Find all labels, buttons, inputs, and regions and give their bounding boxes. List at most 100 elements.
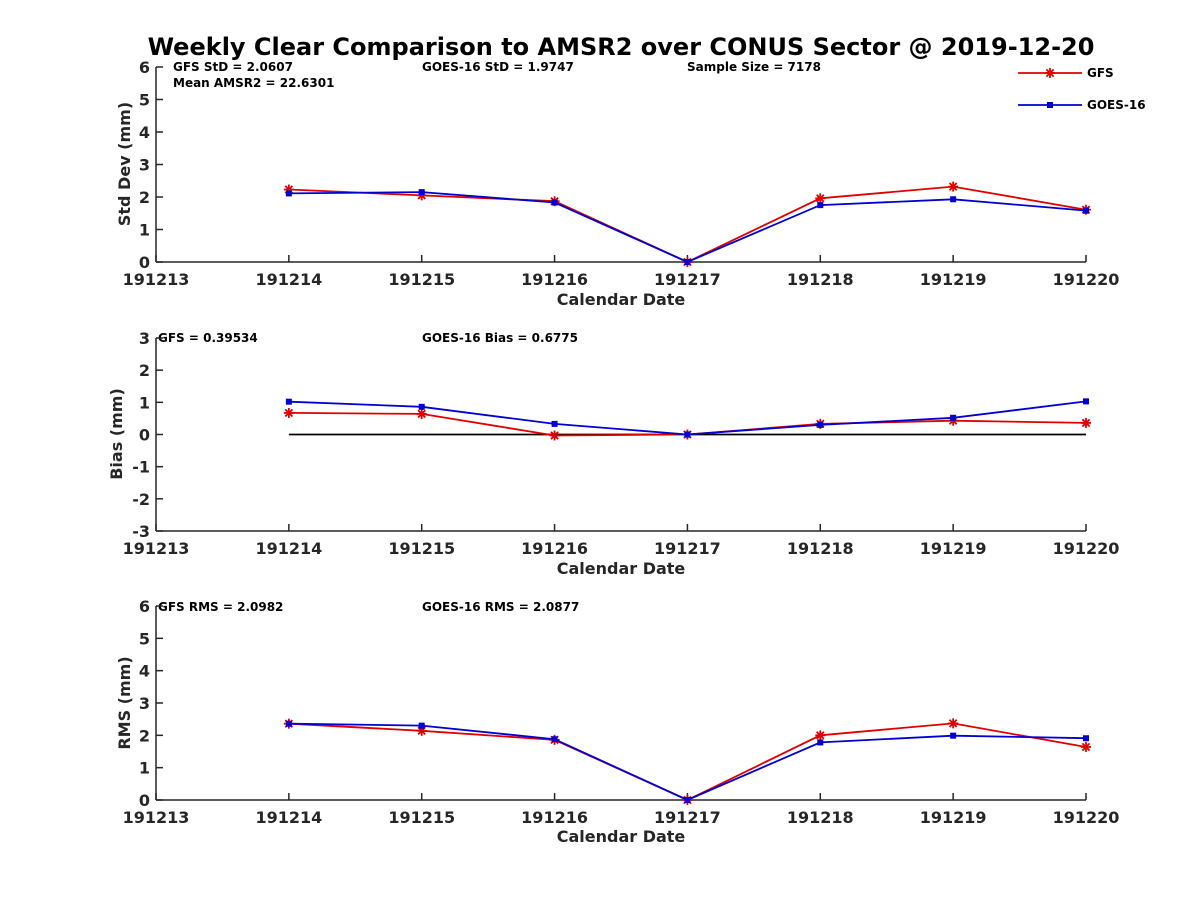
- x-tick-label: 191216: [521, 808, 588, 827]
- goes16-data-point: [950, 732, 957, 739]
- goes16-data-point: [418, 403, 425, 410]
- gfs-data-point: [1081, 741, 1091, 752]
- x-tick-label: 191213: [123, 808, 190, 827]
- y-tick-label: 3: [139, 694, 150, 713]
- gfs-rms-annotation: GFS RMS = 2.0982: [158, 600, 283, 614]
- x-tick-label: 191215: [388, 539, 455, 558]
- x-tick-label: 191214: [255, 808, 322, 827]
- goes16-data-point: [684, 797, 691, 803]
- y-axis-label: Bias (mm): [107, 388, 126, 480]
- gfs-data-point: [416, 408, 427, 419]
- x-axis-label: Calendar Date: [557, 290, 686, 309]
- x-tick-label: 191214: [255, 539, 322, 558]
- goes16-rms-annotation: GOES-16 RMS = 2.0877: [422, 600, 579, 614]
- goes16-bias-annotation: GOES-16 Bias = 0.6775: [422, 331, 578, 345]
- x-tick-label: 191213: [123, 539, 190, 558]
- y-tick-label: 2: [139, 188, 150, 207]
- goes16-data-point: [285, 720, 292, 727]
- x-tick-label: 191217: [654, 270, 721, 289]
- y-tick-label: 2: [139, 361, 150, 380]
- x-tick-label: 191219: [920, 539, 987, 558]
- x-tick-label: 191214: [255, 270, 322, 289]
- goes16-data-point: [950, 196, 957, 203]
- goes16-data-point: [684, 259, 691, 265]
- y-tick-label: 3: [139, 329, 150, 348]
- legend: GFS GOES-16: [1018, 66, 1146, 112]
- x-tick-label: 191215: [388, 808, 455, 827]
- gfs-bias-annotation: GFS = 0.39534: [158, 331, 258, 345]
- goes16-data-point: [950, 414, 957, 421]
- gfs-series-line: [288, 722, 1087, 801]
- legend-gfs-marker: [1045, 68, 1055, 78]
- y-tick-label: 0: [139, 426, 150, 445]
- goes16-data-point: [817, 421, 824, 428]
- y-tick-label: -3: [132, 522, 150, 541]
- x-tick-label: 191220: [1053, 270, 1120, 289]
- y-tick-label: 0: [139, 791, 150, 810]
- gfs-data-point: [283, 407, 294, 418]
- legend-gfs-asterisk: [1045, 68, 1055, 78]
- gfs-data-point: [948, 718, 959, 729]
- y-tick-label: 1: [139, 759, 150, 778]
- x-tick-label: 191218: [787, 539, 854, 558]
- legend-goes16-marker: [1047, 102, 1053, 108]
- goes16-data-point: [551, 736, 558, 743]
- y-axis-label: Std Dev (mm): [115, 102, 134, 226]
- x-axis-label: Calendar Date: [557, 559, 686, 578]
- mean-amsr2-annotation: Mean AMSR2 = 22.6301: [173, 76, 334, 90]
- goes16-data-point: [551, 420, 558, 427]
- x-axis-label: Calendar Date: [557, 827, 686, 846]
- goes16-data-point: [285, 190, 292, 197]
- goes16-data-point: [684, 431, 691, 438]
- x-tick-label: 191218: [787, 270, 854, 289]
- y-tick-label: -2: [132, 490, 150, 509]
- chart-title: Weekly Clear Comparison to AMSR2 over CO…: [148, 33, 1095, 61]
- legend-goes16-label: GOES-16: [1087, 98, 1146, 112]
- x-tick-label: 191219: [920, 270, 987, 289]
- x-tick-label: 191215: [388, 270, 455, 289]
- legend-gfs-label: GFS: [1087, 66, 1114, 80]
- goes16-data-point: [285, 398, 292, 405]
- y-tick-label: 1: [139, 221, 150, 240]
- std-dev-panel: Std Dev (mm) Calendar Date GFS StD = 2.0…: [115, 58, 1146, 309]
- gfs-series-line: [288, 185, 1087, 263]
- bias-panel: Bias (mm) Calendar Date GFS = 0.39534 GO…: [107, 329, 1119, 578]
- goes16-std-annotation: GOES-16 StD = 1.9747: [422, 60, 574, 74]
- x-tick-label: 191220: [1053, 539, 1120, 558]
- y-tick-label: 5: [139, 629, 150, 648]
- x-tick-label: 191213: [123, 270, 190, 289]
- x-tick-label: 191217: [654, 808, 721, 827]
- goes16-data-point: [1083, 398, 1089, 405]
- goes16-data-point: [817, 202, 824, 209]
- goes16-data-point: [1083, 735, 1089, 742]
- y-tick-label: 6: [139, 58, 150, 77]
- y-tick-label: 5: [139, 91, 150, 110]
- goes16-series-line: [288, 722, 1087, 801]
- y-tick-label: 0: [139, 253, 150, 272]
- goes16-data-point: [418, 722, 425, 729]
- y-tick-label: -1: [132, 458, 150, 477]
- x-tick-label: 191217: [654, 539, 721, 558]
- x-tick-label: 191219: [920, 808, 987, 827]
- x-tick-label: 191220: [1053, 808, 1120, 827]
- rms-panel: RMS (mm) Calendar Date GFS RMS = 2.0982 …: [115, 597, 1119, 846]
- goes16-data-point: [817, 739, 824, 746]
- goes16-series-line: [288, 191, 1087, 263]
- goes16-data-point: [1083, 207, 1089, 214]
- gfs-data-point: [549, 430, 560, 441]
- gfs-std-annotation: GFS StD = 2.0607: [173, 60, 293, 74]
- gfs-data-point: [1081, 417, 1091, 428]
- gfs-data-point: [815, 193, 826, 204]
- gfs-data-point: [815, 730, 826, 741]
- y-tick-label: 1: [139, 393, 150, 412]
- goes16-data-point: [551, 199, 558, 206]
- gfs-data-point: [948, 181, 959, 192]
- x-tick-label: 191216: [521, 539, 588, 558]
- x-tick-label: 191218: [787, 808, 854, 827]
- y-tick-label: 6: [139, 597, 150, 616]
- y-tick-label: 4: [139, 123, 150, 142]
- y-tick-label: 2: [139, 726, 150, 745]
- y-axis-label: RMS (mm): [115, 656, 134, 749]
- sample-size-annotation: Sample Size = 7178: [687, 60, 821, 74]
